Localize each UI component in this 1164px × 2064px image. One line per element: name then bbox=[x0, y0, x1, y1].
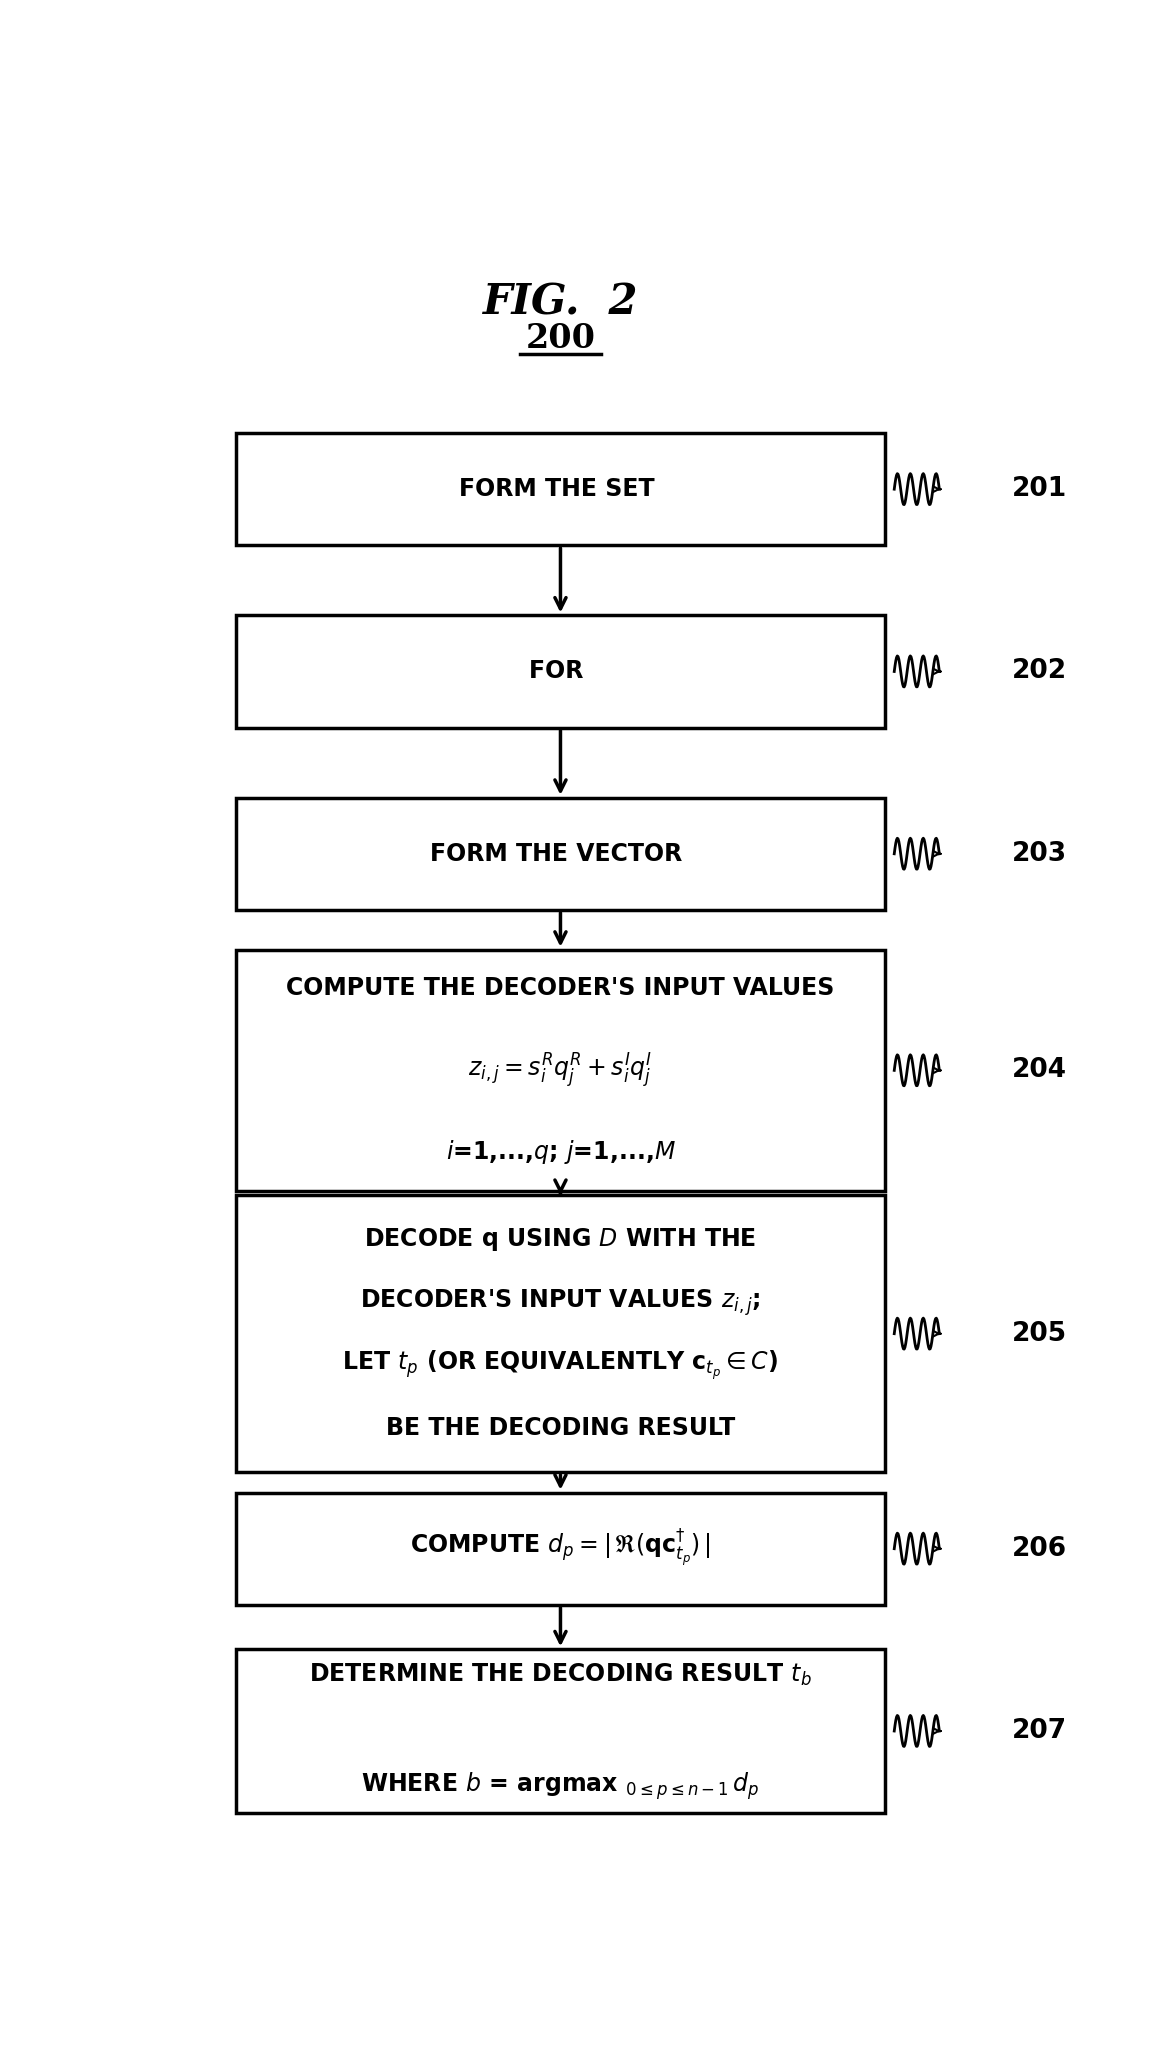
Text: 206: 206 bbox=[1012, 1536, 1066, 1562]
Bar bbox=[236, 1195, 886, 1472]
Bar bbox=[236, 433, 886, 545]
Bar bbox=[236, 1492, 886, 1606]
Text: COMPUTE THE DECODER'S INPUT VALUES: COMPUTE THE DECODER'S INPUT VALUES bbox=[286, 976, 835, 1001]
Bar bbox=[236, 949, 886, 1191]
Text: 204: 204 bbox=[1012, 1057, 1066, 1084]
Text: DETERMINE THE DECODING RESULT $t_b$: DETERMINE THE DECODING RESULT $t_b$ bbox=[310, 1662, 811, 1688]
Bar bbox=[236, 615, 886, 729]
Text: LET $t_p$ (OR EQUIVALENTLY $\mathbf{c}_{t_p}\in C$): LET $t_p$ (OR EQUIVALENTLY $\mathbf{c}_{… bbox=[342, 1348, 779, 1383]
Text: DECODER'S INPUT VALUES $z_{i,j}$;: DECODER'S INPUT VALUES $z_{i,j}$; bbox=[360, 1288, 761, 1317]
Text: FORM THE VECTOR: FORM THE VECTOR bbox=[431, 842, 690, 865]
Text: FIG.  2: FIG. 2 bbox=[483, 281, 638, 324]
Text: BE THE DECODING RESULT: BE THE DECODING RESULT bbox=[385, 1416, 736, 1441]
Text: $z_{i,j} = s_i^R q_j^R + s_i^I q_j^I$: $z_{i,j} = s_i^R q_j^R + s_i^I q_j^I$ bbox=[468, 1051, 653, 1090]
Text: 203: 203 bbox=[1012, 840, 1066, 867]
Text: $i$=1,...,$q$; $j$=1,...,$M$: $i$=1,...,$q$; $j$=1,...,$M$ bbox=[446, 1139, 675, 1166]
Text: 200: 200 bbox=[525, 322, 596, 355]
Text: 207: 207 bbox=[1012, 1717, 1066, 1744]
Text: FOR: FOR bbox=[530, 660, 591, 683]
Bar bbox=[236, 1649, 886, 1812]
Text: DECODE $\mathbf{q}$ USING $D$ WITH THE: DECODE $\mathbf{q}$ USING $D$ WITH THE bbox=[364, 1226, 757, 1253]
Text: 205: 205 bbox=[1012, 1321, 1066, 1346]
Text: 201: 201 bbox=[1012, 477, 1066, 502]
Bar bbox=[236, 797, 886, 910]
Text: WHERE $b$ = argmax $_{0 \leq p \leq n-1}\,d_p$: WHERE $b$ = argmax $_{0 \leq p \leq n-1}… bbox=[361, 1771, 760, 1802]
Text: FORM THE SET: FORM THE SET bbox=[459, 477, 662, 502]
Text: COMPUTE $d_p = |\,\mathfrak{R}(\mathbf{q}\mathbf{c}^{\dagger}_{t_p})\,|$: COMPUTE $d_p = |\,\mathfrak{R}(\mathbf{q… bbox=[410, 1527, 711, 1569]
Text: 202: 202 bbox=[1012, 658, 1066, 685]
